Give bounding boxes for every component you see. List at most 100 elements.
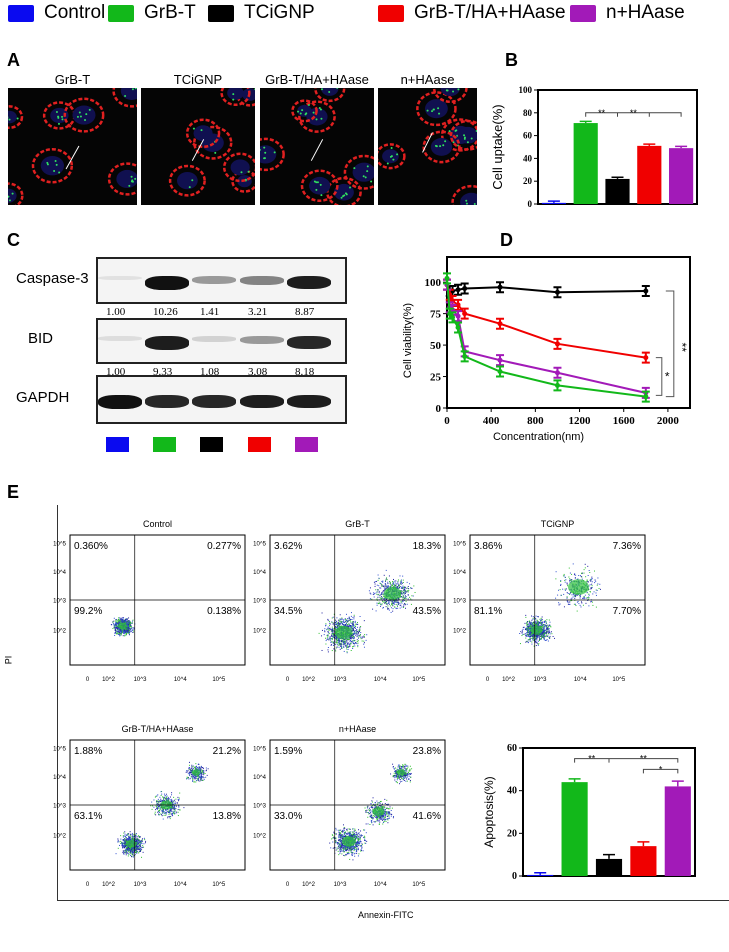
event-dot <box>332 636 334 638</box>
event-dot <box>115 622 117 624</box>
event-dot <box>388 601 390 603</box>
event-dot <box>542 621 544 623</box>
event-dot <box>115 624 117 626</box>
event-dot <box>583 598 585 600</box>
event-dot <box>541 625 543 627</box>
event-dot <box>549 633 551 635</box>
event-dot <box>117 624 119 626</box>
event-dot <box>124 631 126 633</box>
event-dot <box>338 639 340 641</box>
event-dot <box>522 631 524 633</box>
event-dot <box>538 623 540 625</box>
event-dot <box>344 618 346 620</box>
event-dot <box>352 630 354 632</box>
event-dot <box>132 852 134 854</box>
event-dot <box>574 573 576 575</box>
green-dot <box>79 115 82 118</box>
event-dot <box>566 596 568 598</box>
event-dot <box>571 599 573 601</box>
event-dot <box>544 628 546 630</box>
event-dot <box>130 851 132 853</box>
event-dot <box>326 628 328 630</box>
event-dot <box>351 624 353 626</box>
event-dot <box>160 813 162 815</box>
event-dot <box>340 623 342 625</box>
event-dot <box>117 629 119 631</box>
nucleus <box>424 99 448 119</box>
event-dot <box>341 617 343 619</box>
event-dot <box>573 574 575 576</box>
event-dot <box>348 617 350 619</box>
event-dot <box>393 584 395 586</box>
event-dot <box>122 847 124 849</box>
green-dot <box>319 183 322 186</box>
event-dot <box>130 627 132 629</box>
event-dot <box>121 619 123 621</box>
event-dot <box>329 625 331 627</box>
event-dot <box>330 639 332 641</box>
significance-bracket <box>655 357 663 396</box>
event-dot <box>337 623 339 625</box>
event-dot <box>541 632 543 634</box>
event-dot <box>131 852 133 854</box>
event-dot <box>125 623 127 625</box>
error-bar <box>643 143 656 146</box>
event-dot <box>395 599 397 601</box>
event-dot <box>396 600 398 602</box>
event-dot <box>161 811 163 813</box>
event-dot <box>335 626 337 628</box>
event-dot <box>128 846 130 848</box>
event-dot <box>142 851 144 853</box>
lane-color-key <box>248 437 271 452</box>
x-tick-label: 10^4 <box>174 677 187 683</box>
significance-bracket <box>665 290 675 398</box>
event-dot <box>349 621 351 623</box>
event-dot <box>403 586 405 588</box>
event-dot <box>590 588 592 590</box>
event-dot <box>328 637 330 639</box>
event-dot <box>124 629 126 631</box>
nucleus <box>352 162 374 182</box>
event-dot <box>325 637 327 639</box>
event-dot <box>526 632 528 634</box>
event-dot <box>403 588 405 590</box>
event-dot <box>538 639 540 641</box>
event-dot <box>588 588 590 590</box>
event-dot <box>542 624 544 626</box>
event-dot <box>119 620 121 622</box>
event-dot <box>541 636 543 638</box>
event-dot <box>538 636 540 638</box>
data-marker <box>462 353 468 359</box>
event-dot <box>384 588 386 590</box>
event-dot <box>127 630 129 632</box>
green-dot <box>366 170 369 173</box>
event-dot <box>532 618 534 620</box>
event-dot <box>384 583 386 585</box>
event-dot <box>396 602 398 604</box>
event-dot <box>535 642 537 644</box>
event-dot <box>129 620 131 622</box>
event-dot <box>126 838 128 840</box>
protein-band <box>240 275 284 285</box>
event-dot <box>342 642 344 644</box>
event-dot <box>332 632 334 634</box>
event-dot <box>353 640 355 642</box>
event-dot <box>327 634 329 636</box>
event-dot <box>353 621 355 623</box>
bar-tcignp <box>605 178 630 204</box>
event-dot <box>127 838 129 840</box>
event-dot <box>567 603 569 605</box>
event-dot <box>342 639 344 641</box>
event-dot <box>135 848 137 850</box>
event-dot <box>381 597 383 599</box>
event-dot <box>402 598 404 600</box>
y-tick-label: 0 <box>528 199 533 209</box>
event-dot <box>130 627 132 629</box>
event-dot <box>393 603 395 605</box>
event-dot <box>522 626 524 628</box>
event-dot <box>404 586 406 588</box>
event-dot <box>134 854 136 856</box>
event-dot <box>407 590 409 592</box>
event-dot <box>349 619 351 621</box>
event-dot <box>129 837 131 839</box>
